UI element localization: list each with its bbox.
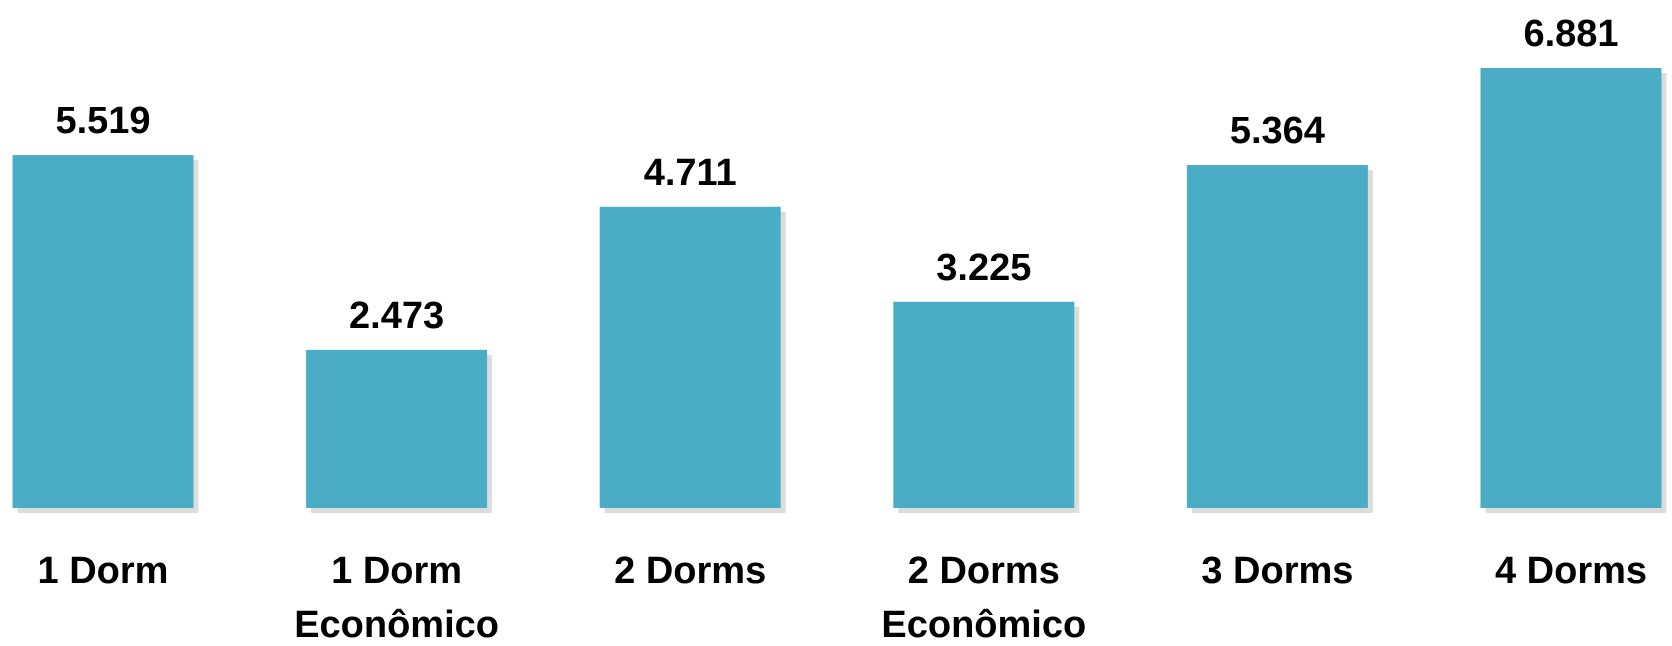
- data-label: 6.881: [1523, 13, 1618, 55]
- bars-group: [12, 68, 1667, 514]
- bar: [1186, 165, 1368, 508]
- bar: [1480, 68, 1662, 508]
- x-tick-label: 2 Dorms: [614, 550, 766, 592]
- data-label: 4.711: [644, 152, 737, 194]
- x-tick-label: 1 Dorm Econômico: [294, 550, 499, 646]
- x-tick-label-line: 2 Dorms: [908, 550, 1060, 592]
- x-tick-label: 2 Dorms Econômico: [881, 550, 1086, 646]
- x-tick-label-line: 1 Dorm: [38, 550, 169, 592]
- x-tick-label-line: 1 Dorm: [331, 550, 462, 592]
- data-label: 3.225: [936, 247, 1031, 289]
- bar: [893, 301, 1075, 508]
- x-tick-label-line: Econômico: [881, 604, 1086, 646]
- x-tick-label: 4 Dorms: [1495, 550, 1647, 592]
- data-label: 5.364: [1230, 110, 1325, 152]
- bar: [12, 155, 194, 509]
- x-tick-label: 3 Dorms: [1201, 550, 1353, 592]
- x-tick-label-line: 3 Dorms: [1201, 550, 1353, 592]
- x-tick-label-line: 4 Dorms: [1495, 550, 1647, 592]
- data-label: 2.473: [349, 295, 444, 337]
- x-tick-label-line: 2 Dorms: [614, 550, 766, 592]
- x-tick-label: 1 Dorm: [38, 550, 169, 592]
- category-labels-group: 1 Dorm 1 Dorm Econômico 2 Dorms 2 Dorms Econô…: [38, 550, 1647, 646]
- bar: [599, 206, 781, 508]
- data-label: 5.519: [55, 100, 150, 142]
- x-tick-label-line: Econômico: [294, 604, 499, 646]
- bar: [306, 349, 488, 508]
- value-labels-group: 5.519 2.473 4.711 3.225 5.364 6.881: [55, 13, 1618, 337]
